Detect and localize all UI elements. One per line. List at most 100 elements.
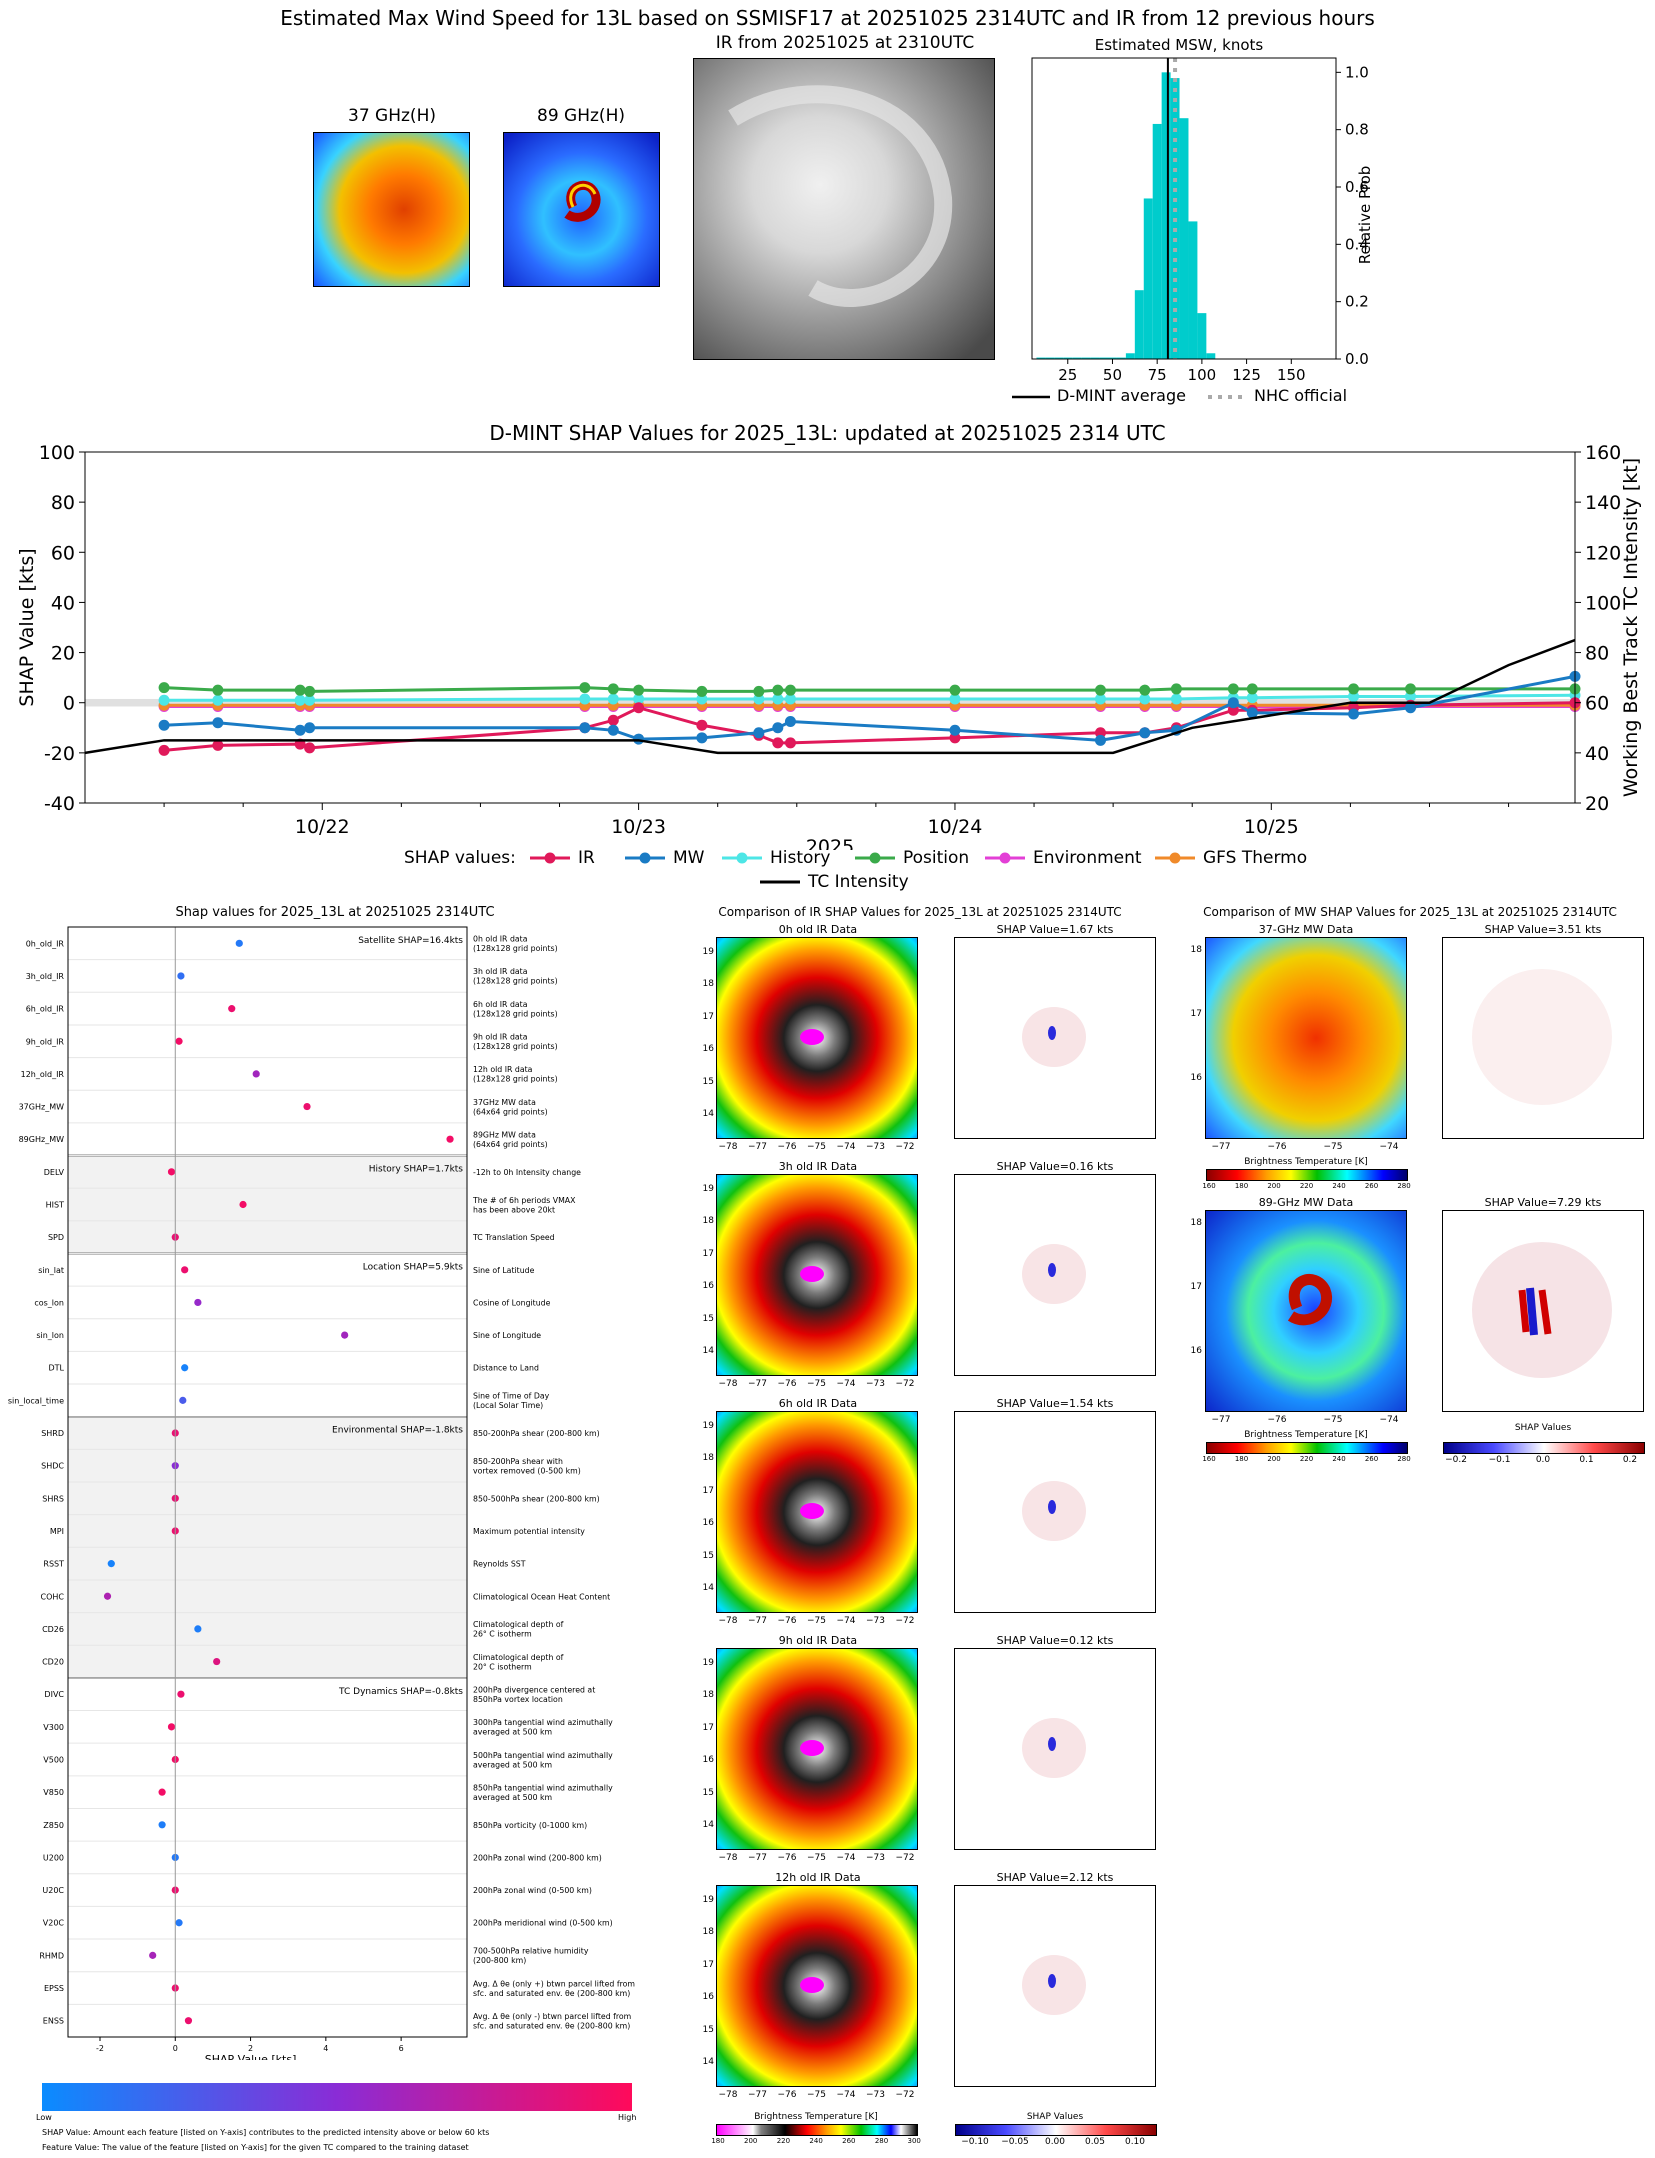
series-point-ir (633, 702, 645, 714)
series-point-history (1139, 693, 1151, 705)
ir-eyewall (800, 1503, 824, 1519)
ts-ytick-label: 80 (51, 492, 75, 514)
series-point-history (949, 693, 961, 705)
ir-cbar-tick: 300 (907, 2137, 921, 2145)
ir-shap-label: SHAP Value=0.12 kts (996, 1634, 1114, 1647)
ir-xtick-label: −77 (748, 1853, 767, 1863)
ir-thumbnail (693, 58, 995, 360)
mw-cbar-tick: 180 (1234, 1455, 1249, 1463)
legend-label: GFS Thermo (1203, 848, 1308, 868)
series-point-mw (294, 724, 306, 736)
feature-desc: sfc. and saturated env. θe (200-800 km) (473, 1989, 630, 1998)
series-point-position (1404, 683, 1416, 695)
ir-ytick-label: 16 (702, 1992, 714, 2002)
ir-xtick-label: −75 (807, 1853, 826, 1863)
panel-37-title: 37 GHz(H) (348, 106, 436, 126)
timeseries-title: D-MINT SHAP Values for 2025_13L: updated… (489, 421, 1166, 445)
series-point-history (1348, 690, 1360, 702)
feature-name: V300 (43, 1723, 64, 1732)
ir-ytick-label: 16 (702, 1755, 714, 1765)
mw-shap-halo (1472, 969, 1612, 1105)
hist-bar (1090, 357, 1100, 359)
series-point-position (1139, 684, 1151, 696)
mw-xtick-label: −76 (1267, 1142, 1287, 1152)
hist-bar (1179, 118, 1189, 359)
ir-xtick-label: −74 (836, 1853, 856, 1863)
feature-point (167, 1723, 176, 1731)
series-point-ir (772, 737, 784, 749)
series-point-mw (579, 722, 591, 734)
series-point-history (294, 694, 306, 706)
mw-shap-map (1442, 937, 1644, 1139)
feature-point (158, 1788, 166, 1796)
feature-point (194, 1298, 202, 1307)
ir-xtick-label: −72 (895, 1616, 915, 1626)
series-point-ir (1094, 727, 1106, 739)
feature-name: DELV (44, 1168, 65, 1177)
feature-desc: 200hPa zonal wind (200-800 km) (473, 1853, 602, 1862)
ts-xlabel: 2025 (806, 836, 854, 850)
mw-image (1205, 1210, 1407, 1412)
feature-point (177, 972, 185, 980)
msw-histogram: 25 50 75 100 125 150 0.0 0.2 0.4 0.6 0.8 1.0 Relativ… (1031, 57, 1374, 384)
ir-ytick-label: 19 (702, 1420, 714, 1431)
hist-bar (1108, 357, 1117, 359)
ts-ytick-label: -20 (44, 743, 75, 765)
feat-xlabel: SHAP Value [kts] (205, 2053, 297, 2060)
feature-point (177, 1690, 185, 1698)
group-label: Satellite SHAP=16.4kts (358, 936, 463, 946)
ir-cbar-tick: 200 (744, 2137, 758, 2145)
feature-desc: Avg. Δ θe (only +) btwn parcel lifted fr… (473, 1979, 635, 1988)
mw-xtick-label: −76 (1267, 1415, 1287, 1425)
ir-xtick-label: −76 (777, 1142, 797, 1152)
ts-ytick-label: 60 (51, 542, 75, 564)
mw-eyewall (1287, 1274, 1333, 1326)
ts-ytick-label: 100 (39, 442, 75, 464)
hist-bar (1188, 221, 1198, 359)
ir-shap-tick: 0.05 (1084, 2137, 1106, 2147)
legend-label: Position (903, 848, 970, 868)
ir-cbar-label: Brightness Temperature [K] (754, 2112, 878, 2122)
feature-desc: 850-200hPa shear with (473, 1457, 563, 1466)
series-point-history (696, 693, 708, 705)
mw-cbar-tick: 200 (1267, 1182, 1281, 1190)
mw-cbar-tick: 240 (1332, 1455, 1346, 1463)
feature-name: RSST (43, 1560, 64, 1569)
ir-xtick-label: −74 (836, 1379, 856, 1389)
ts-ytick-label: 40 (51, 592, 75, 614)
series-point-position (696, 685, 708, 697)
feature-name: SHRS (42, 1494, 64, 1503)
legend-nhc: NHC official (1254, 386, 1348, 405)
ir-xtick-label: −74 (836, 2090, 856, 2100)
ir-comparison-title: Comparison of IR SHAP Values for 2025_13… (718, 905, 1122, 919)
series-point-ir (1227, 704, 1239, 716)
mw-xtick-label: −74 (1379, 1415, 1399, 1425)
ir-colorbar (716, 2124, 918, 2136)
main-title: Estimated Max Wind Speed for 13L based o… (280, 6, 1375, 30)
mw-shap-label: SHAP Value=3.51 kts (1484, 923, 1602, 936)
feature-desc: 200hPa divergence centered at (473, 1685, 595, 1694)
feature-name: ENSS (43, 2017, 64, 2026)
group-label: Location SHAP=5.9kts (363, 1262, 464, 1272)
feature-name: 0h_old_IR (26, 939, 65, 948)
hist-xtick-label: 25 (1058, 366, 1077, 384)
hist-bar (1116, 357, 1126, 359)
ir-ytick-label: 16 (702, 1281, 714, 1291)
feature-name: SHDC (41, 1462, 64, 1471)
hist-xtick-label: 150 (1277, 366, 1306, 384)
ir-xtick-label: −72 (895, 1853, 915, 1863)
legend-swatch-marker (869, 852, 881, 864)
group-shade (68, 1155, 467, 1254)
series-point-ir (784, 737, 796, 749)
feature-desc: 0h old IR data (473, 935, 528, 944)
series-point-position (212, 684, 224, 696)
series-point-position (949, 684, 961, 696)
series-point-history (607, 693, 619, 705)
feature-name: 89GHz_MW (19, 1135, 64, 1144)
ir-xtick-label: −76 (777, 1616, 797, 1626)
ir-shap-core (1048, 1500, 1056, 1514)
feature-desc: Avg. Δ θe (only -) btwn parcel lifted fr… (473, 2012, 631, 2021)
ir-ytick-label: 18 (702, 1453, 714, 1463)
ir-ytick-label: 18 (702, 1927, 714, 1937)
hist-ytick-label: 0.6 (1345, 178, 1369, 196)
